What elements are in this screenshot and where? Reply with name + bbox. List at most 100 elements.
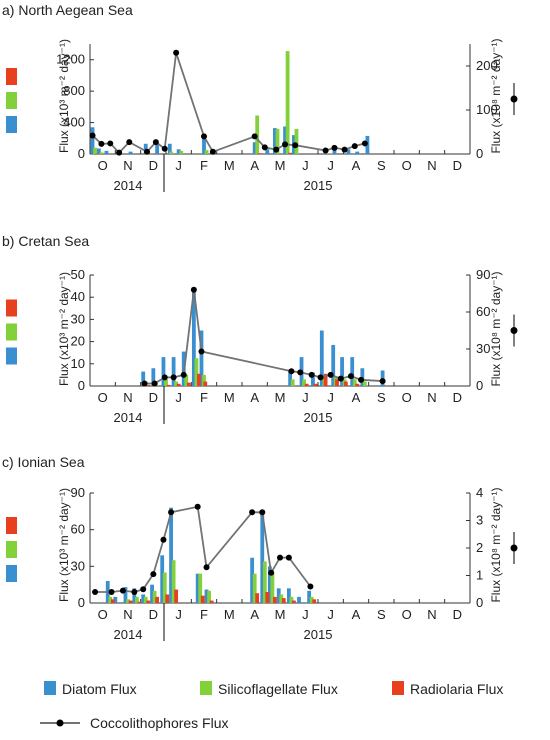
silico-bar	[294, 128, 299, 154]
radio-bar	[128, 600, 133, 603]
month-label: S	[377, 607, 386, 622]
diatom-bar	[331, 344, 336, 386]
month-label: O	[98, 158, 108, 173]
left-tick-label: 40	[71, 289, 85, 304]
cocco-point	[285, 554, 292, 561]
month-label: O	[402, 390, 412, 405]
month-label: M	[224, 158, 235, 173]
month-label: O	[98, 390, 108, 405]
panel-title-b: b) Cretan Sea	[2, 233, 89, 249]
legend-swatch-diatom	[44, 681, 56, 695]
cocco-point	[180, 371, 187, 378]
cocco-point	[161, 374, 168, 381]
radio-bar	[343, 381, 348, 386]
radio-bar	[335, 379, 339, 386]
diatom-bar	[195, 573, 200, 603]
cocco-point	[327, 371, 334, 378]
axis-swatch-radio	[6, 68, 17, 85]
silico-bar	[174, 381, 179, 386]
cocco-point	[98, 140, 105, 147]
cocco-point	[351, 143, 358, 150]
right-tick-label: 2	[476, 540, 483, 555]
right-tick-label: 4	[476, 485, 483, 500]
cocco-point	[126, 139, 133, 146]
legend-label-cocco: Coccolithophores Flux	[90, 715, 229, 731]
month-label: N	[427, 607, 436, 622]
axis-swatch-diatom	[6, 347, 17, 365]
silico-bar	[279, 594, 284, 603]
radio-bar	[200, 595, 205, 603]
diatom-bar	[202, 138, 206, 154]
month-label: A	[352, 607, 361, 622]
left-axis-label-c: Flux (x10³ m⁻² day⁻¹)	[57, 488, 71, 602]
diatom-bar	[150, 584, 154, 603]
diatom-bar	[169, 507, 173, 603]
cocco-point	[140, 586, 147, 593]
axis-indicator-point	[510, 95, 518, 103]
radio-bar	[313, 383, 318, 386]
silico-bar	[179, 150, 184, 154]
month-label: D	[149, 390, 158, 405]
cocco-point	[358, 376, 365, 383]
silico-bar	[164, 379, 168, 386]
year-label-2014: 2014	[114, 410, 143, 425]
cocco-point	[322, 147, 329, 154]
diatom-bar	[176, 149, 181, 154]
left-tick-label: 30	[71, 311, 85, 326]
radio-bar	[209, 600, 214, 603]
right-tick-label: 100	[476, 102, 498, 117]
right-tick-label: 0	[476, 595, 483, 610]
month-label: S	[377, 390, 386, 405]
month-label: A	[352, 158, 361, 173]
left-tick-label: 0	[78, 595, 85, 610]
diatom-bar	[355, 151, 360, 154]
radio-bar	[255, 593, 260, 603]
month-label: A	[250, 158, 259, 173]
diatom-bar	[297, 596, 301, 603]
left-tick-label: 10	[71, 356, 85, 371]
radio-bar	[323, 373, 328, 386]
cocco-point	[288, 368, 295, 375]
diatom-bar	[283, 126, 287, 154]
radio-bar	[155, 596, 160, 603]
cocco-point	[160, 536, 167, 543]
month-label: J	[175, 158, 182, 173]
axis-indicator-point	[510, 544, 518, 552]
radio-bar	[312, 599, 317, 603]
cocco-point	[331, 144, 338, 151]
radio-bar	[165, 594, 170, 603]
month-label: O	[98, 607, 108, 622]
diatom-bar	[167, 143, 172, 154]
diatom-bar	[260, 511, 265, 603]
cocco-point	[261, 144, 268, 151]
radio-bar	[176, 383, 181, 386]
year-label-2015: 2015	[304, 410, 333, 425]
cocco-point	[203, 564, 210, 571]
radio-bar	[292, 600, 296, 603]
cocco-point	[268, 569, 275, 576]
cocco-point	[249, 509, 256, 516]
diatom-bar	[307, 590, 312, 603]
diatom-bar	[141, 594, 146, 603]
axis-swatch-radio	[6, 299, 17, 317]
radio-bar	[174, 589, 179, 603]
diatom-bar	[332, 149, 337, 154]
legend: Diatom Flux Silicoflagellate Flux Radiol…	[40, 681, 503, 731]
diatom-bar	[104, 150, 109, 154]
year-label-2015: 2015	[304, 627, 333, 642]
diatom-bar	[161, 357, 166, 386]
cocco-point	[317, 374, 324, 381]
silico-bar	[204, 150, 209, 154]
silico-bar	[255, 115, 260, 154]
axis-swatch-diatom	[6, 116, 17, 133]
axis-swatch-silico	[6, 541, 17, 558]
month-label: J	[175, 607, 182, 622]
cocco-point	[108, 589, 115, 595]
right-tick-label: 3	[476, 513, 483, 528]
silico-bar	[134, 596, 139, 603]
silico-bar	[252, 573, 257, 603]
month-label: N	[123, 158, 132, 173]
left-tick-label: 90	[71, 485, 85, 500]
silico-bar	[289, 596, 294, 603]
left-tick-label: 50	[71, 267, 85, 282]
